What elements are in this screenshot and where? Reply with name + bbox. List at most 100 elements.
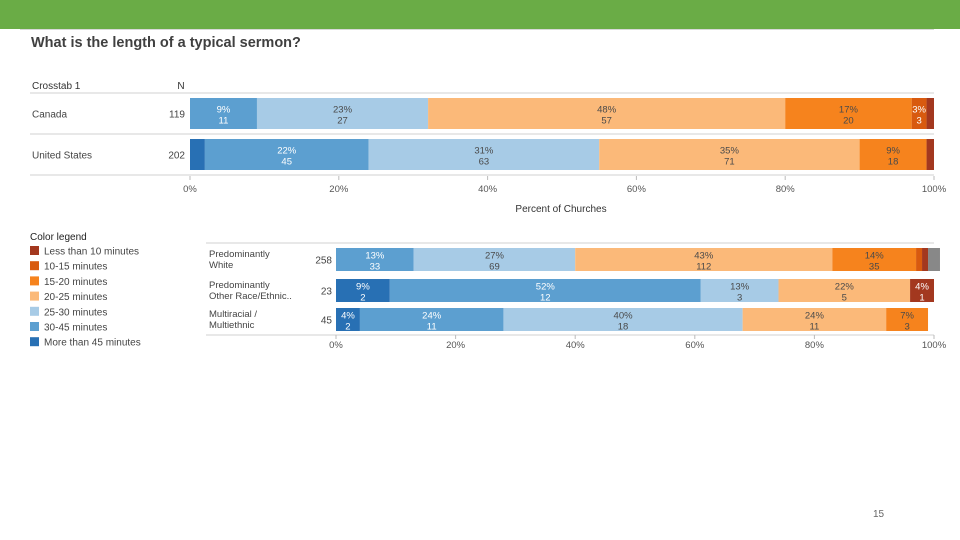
crosstab-row-1-count-label: 71 bbox=[724, 157, 735, 168]
chart2-row-n-value: 45 bbox=[321, 316, 333, 327]
legend-label-m20_25: 20-25 minutes bbox=[44, 292, 107, 303]
crosstab-row-1-segment-lt10 bbox=[926, 139, 934, 170]
chart2-row-2-pct-label: 7% bbox=[900, 311, 914, 322]
n-header-label: N bbox=[177, 81, 184, 92]
x-tick-label: 100% bbox=[922, 184, 947, 195]
row-n-value: 119 bbox=[169, 110, 185, 121]
crosstab-row-0-pct-label: 48% bbox=[597, 105, 617, 116]
chart2-row-label-line1: Predominantly bbox=[209, 280, 270, 291]
chart2-row-2-segment-m20_25 bbox=[742, 308, 887, 331]
x-tick-label: 80% bbox=[776, 184, 796, 195]
page-number: 15 bbox=[873, 509, 885, 520]
crosstab-row-0-segment-m10_15 bbox=[911, 98, 927, 129]
chart2-row-2-count-label: 11 bbox=[427, 322, 437, 333]
crosstab-row-1-segment-m20_25 bbox=[599, 139, 860, 170]
chart2-row-1-segment-m25_30 bbox=[700, 279, 779, 302]
legend-label-m15_20: 15-20 minutes bbox=[44, 277, 107, 288]
legend-swatch-gt45 bbox=[30, 337, 39, 347]
header-divider bbox=[20, 29, 934, 30]
chart2-row-0-segment-m25_30 bbox=[413, 248, 576, 271]
crosstab-header-label: Crosstab 1 bbox=[32, 81, 81, 92]
chart2-row-label-line1: Multiracial / bbox=[209, 309, 257, 320]
x-tick-label: 20% bbox=[329, 184, 349, 195]
chart2-row-1-count-label: 5 bbox=[842, 293, 847, 304]
chart2-row-1-segment-lt10 bbox=[910, 279, 934, 302]
chart2-row-n-value: 23 bbox=[321, 287, 333, 298]
x-tick-label: 40% bbox=[478, 184, 498, 195]
legend-label-lt10: Less than 10 minutes bbox=[44, 247, 139, 258]
chart2-x-tick-label: 0% bbox=[329, 340, 343, 351]
chart2-row-0-pct-label: 13% bbox=[365, 251, 385, 262]
crosstab-row-0-count-label: 3 bbox=[916, 116, 921, 127]
chart2-row-0-pct-label: 27% bbox=[485, 251, 505, 262]
legend-swatch-m15_20 bbox=[30, 276, 39, 286]
chart2-row-0-count-label: 112 bbox=[696, 262, 711, 273]
x-tick-label: 0% bbox=[183, 184, 197, 195]
chart2-row-1-segment-gt45 bbox=[336, 279, 390, 302]
crosstab-row-0-pct-label: 3% bbox=[912, 105, 926, 116]
chart2-row-2-pct-label: 24% bbox=[422, 311, 442, 322]
chart2-x-tick-label: 100% bbox=[922, 340, 947, 351]
crosstab-row-0-segment-lt10 bbox=[926, 98, 934, 129]
legend-swatch-m10_15 bbox=[30, 261, 39, 271]
chart2-row-1-count-label: 1 bbox=[919, 293, 924, 304]
crosstab-row-0-segment-m15_20 bbox=[785, 98, 912, 129]
chart2-row-2-count-label: 3 bbox=[904, 322, 909, 333]
chart2-row-2-segment-m30_45 bbox=[359, 308, 504, 331]
crosstab-row-0-count-label: 57 bbox=[601, 116, 612, 127]
row-label-united-states: United States bbox=[32, 151, 92, 162]
chart2-row-0-segment-gray bbox=[928, 248, 940, 271]
chart2-row-1-pct-label: 9% bbox=[356, 282, 370, 293]
crosstab-row-0-segment-m30_45 bbox=[190, 98, 257, 129]
crosstab-row-1-segment-gt45 bbox=[190, 139, 205, 170]
x-axis-title: Percent of Churches bbox=[515, 204, 606, 215]
chart2-row-label-line2: White bbox=[209, 260, 233, 271]
crosstab-row-0-pct-label: 17% bbox=[839, 105, 859, 116]
chart2-row-0-segment-m30_45 bbox=[336, 248, 414, 271]
chart2-row-1-pct-label: 4% bbox=[915, 282, 929, 293]
chart2-row-1-pct-label: 22% bbox=[835, 282, 855, 293]
row-n-value: 202 bbox=[168, 151, 185, 162]
crosstab-row-0-pct-label: 23% bbox=[333, 105, 353, 116]
crosstab-row-1-segment-m15_20 bbox=[859, 139, 927, 170]
crosstab-row-0-count-label: 20 bbox=[843, 116, 854, 127]
chart2-row-1-pct-label: 52% bbox=[536, 282, 556, 293]
legend-swatch-m30_45 bbox=[30, 322, 39, 331]
chart2-row-2-count-label: 2 bbox=[345, 322, 350, 333]
chart2-x-tick-label: 80% bbox=[805, 340, 825, 351]
chart2-row-0-pct-label: 14% bbox=[865, 251, 885, 262]
chart2-row-0-count-label: 33 bbox=[370, 262, 381, 273]
chart2-row-0-segment-m10_15 bbox=[916, 248, 923, 271]
chart2-row-2-segment-m15_20 bbox=[886, 308, 929, 331]
chart2-row-0-pct-label: 43% bbox=[694, 251, 714, 262]
chart2-row-1-count-label: 3 bbox=[737, 293, 742, 304]
chart2-row-1-segment-m30_45 bbox=[389, 279, 701, 302]
chart2-row-2-segment-m25_30 bbox=[503, 308, 743, 331]
chart2-row-label-line2: Multiethnic bbox=[209, 320, 255, 331]
chart2-row-1-count-label: 12 bbox=[540, 293, 551, 304]
chart2-row-2-pct-label: 24% bbox=[805, 311, 825, 322]
chart2-row-1-pct-label: 13% bbox=[730, 282, 750, 293]
legend-title: Color legend bbox=[30, 232, 87, 243]
top-accent-bar bbox=[0, 0, 960, 29]
legend-label-gt45: More than 45 minutes bbox=[44, 338, 141, 349]
slide-title: What is the length of a typical sermon? bbox=[31, 35, 301, 51]
chart2-row-n-value: 258 bbox=[315, 256, 332, 267]
chart2-row-1-count-label: 2 bbox=[360, 293, 365, 304]
crosstab-row-1-count-label: 18 bbox=[888, 157, 899, 168]
chart2-x-tick-label: 20% bbox=[446, 340, 466, 351]
legend-label-m25_30: 25-30 minutes bbox=[44, 307, 107, 318]
chart2-row-2-segment-gt45 bbox=[336, 308, 360, 331]
crosstab-row-1-count-label: 45 bbox=[281, 157, 292, 168]
chart2-row-2-pct-label: 4% bbox=[341, 311, 355, 322]
crosstab-row-0-pct-label: 9% bbox=[217, 105, 231, 116]
crosstab-row-1-segment-m25_30 bbox=[368, 139, 600, 170]
chart2-x-tick-label: 60% bbox=[685, 340, 705, 351]
legend-label-m30_45: 30-45 minutes bbox=[44, 323, 107, 334]
crosstab-row-1-pct-label: 9% bbox=[886, 146, 900, 157]
row-label-canada: Canada bbox=[32, 110, 67, 121]
x-tick-label: 60% bbox=[627, 184, 647, 195]
chart2-row-0-segment-m20_25 bbox=[575, 248, 833, 271]
crosstab-row-0-segment-m25_30 bbox=[256, 98, 429, 129]
